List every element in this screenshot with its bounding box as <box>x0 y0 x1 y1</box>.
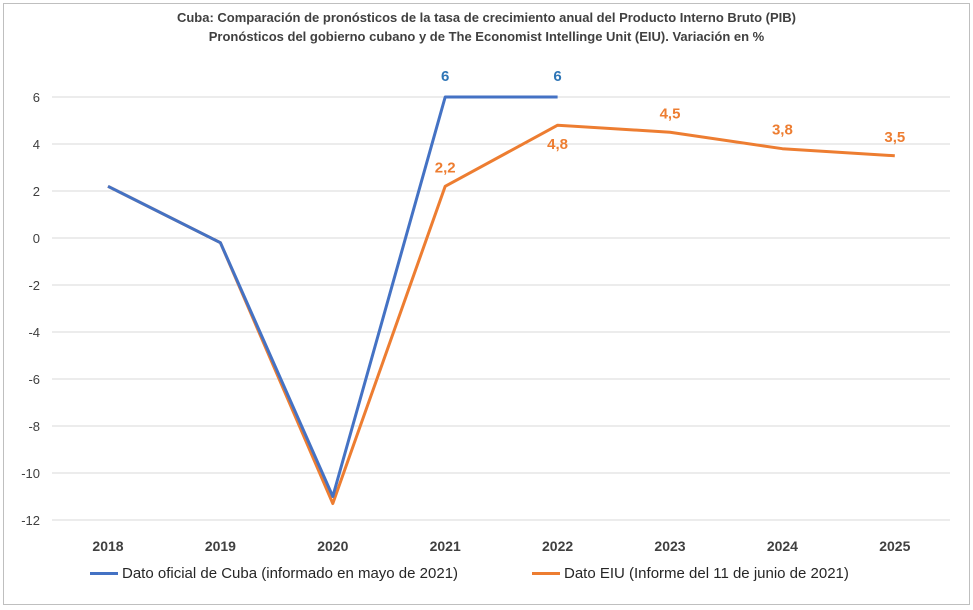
legend: Dato oficial de Cuba (informado en mayo … <box>0 565 973 589</box>
data-label-eiu: 2,2 <box>435 159 456 176</box>
legend-swatch-eiu <box>532 572 560 575</box>
series-line-cuba <box>107 95 558 498</box>
x-tick-label: 2018 <box>92 538 123 554</box>
data-label-eiu: 3,5 <box>884 129 905 146</box>
legend-item-cuba: Dato oficial de Cuba (informado en mayo … <box>90 565 458 582</box>
data-label-cuba: 6 <box>553 68 561 85</box>
x-tick-label: 2022 <box>542 538 573 554</box>
x-tick-label: 2023 <box>654 538 685 554</box>
series-line-eiu <box>107 123 895 506</box>
data-label-eiu: 4,5 <box>660 105 681 122</box>
series-lines <box>107 95 895 506</box>
x-tick-label: 2025 <box>879 538 910 554</box>
x-tick-label: 2020 <box>317 538 348 554</box>
y-tick-label: -12 <box>21 513 40 528</box>
legend-item-eiu: Dato EIU (Informe del 11 de junio de 202… <box>532 565 849 582</box>
gridlines <box>52 96 950 521</box>
chart-frame <box>3 3 970 605</box>
y-tick-label: -2 <box>28 278 40 293</box>
chart-title: Cuba: Comparación de pronósticos de la t… <box>176 10 797 25</box>
x-tick-label: 2024 <box>767 538 798 554</box>
data-label-eiu: 3,8 <box>772 122 793 139</box>
y-tick-label: 6 <box>33 90 40 105</box>
legend-swatch-cuba <box>90 572 118 575</box>
y-tick-label: -8 <box>28 419 40 434</box>
y-tick-label: -6 <box>28 372 40 387</box>
y-tick-label: -4 <box>28 325 40 340</box>
data-labels: 2,2 4,8 4,5 3,8 3,5 6 6 <box>435 68 905 176</box>
chart-subtitle: Pronósticos del gobierno cubano y de The… <box>208 29 765 44</box>
y-tick-label: 0 <box>33 231 40 246</box>
y-axis-tick-labels: 6 4 2 0 -2 -4 -6 -8 -10 -12 <box>21 90 40 528</box>
x-axis-tick-labels: 2018 2019 2020 2021 2022 2023 2024 2025 <box>92 538 910 554</box>
legend-label-eiu: Dato EIU (Informe del 11 de junio de 202… <box>564 565 849 582</box>
y-tick-label: 4 <box>33 137 40 152</box>
data-label-cuba: 6 <box>441 68 449 85</box>
x-tick-label: 2019 <box>205 538 236 554</box>
chart-title-block: Cuba: Comparación de pronósticos de la t… <box>0 8 973 46</box>
legend-label-cuba: Dato oficial de Cuba (informado en mayo … <box>122 565 459 582</box>
y-tick-label: -10 <box>21 466 40 481</box>
x-tick-label: 2021 <box>430 538 461 554</box>
data-label-eiu: 4,8 <box>547 136 568 153</box>
y-tick-label: 2 <box>33 184 40 199</box>
